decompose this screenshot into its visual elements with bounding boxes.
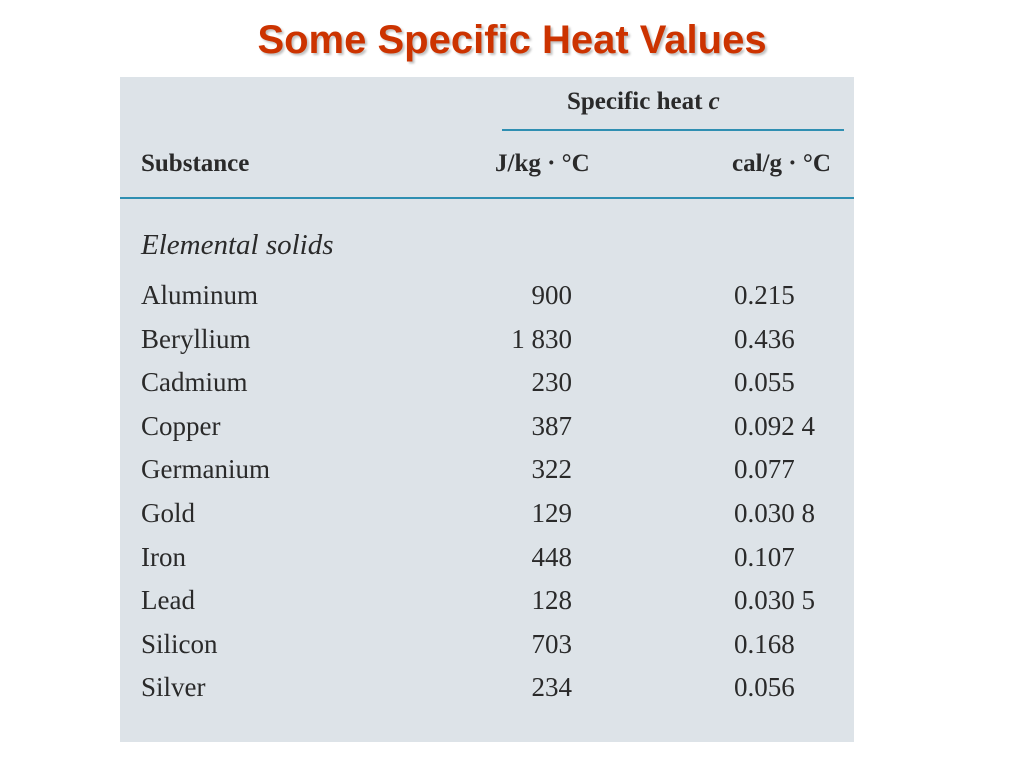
table-body: Aluminum 900 0.215 Beryllium 1 830 0.436… (120, 277, 854, 713)
group-header-label: Specific heat (567, 88, 709, 115)
substance-name: Germanium (141, 454, 270, 485)
substance-name: Silicon (141, 628, 218, 659)
specific-heat-j-per-kg: 322 (531, 454, 573, 485)
specific-heat-j-per-kg: 128 (531, 585, 573, 616)
specific-heat-j-per-kg: 448 (531, 541, 573, 572)
table-row: Beryllium 1 830 0.436 (120, 321, 854, 365)
table-row: Silicon 703 0.168 (120, 626, 854, 670)
table-row: Germanium 322 0.077 (120, 451, 854, 495)
specific-heat-cal-per-g: 0.168 (734, 628, 795, 659)
specific-heat-cal-per-g: 0.215 (734, 280, 795, 310)
substance-name: Beryllium (141, 323, 251, 354)
specific-heat-j-per-kg: 900 (531, 280, 573, 310)
substance-name: Silver (141, 672, 206, 703)
specific-heat-cal-per-g: 0.077 (734, 454, 795, 485)
substance-name: Gold (141, 497, 195, 528)
substance-name: Lead (141, 585, 195, 616)
section-label: Elemental solids (141, 229, 334, 261)
table-row: Copper 387 0.092 4 (120, 408, 854, 452)
table-row: Gold 129 0.030 8 (120, 495, 854, 539)
specific-heat-j-per-kg: 129 (531, 497, 573, 528)
specific-heat-j-per-kg: 234 (531, 672, 573, 703)
specific-heat-cal-per-g: 0.030 8 (734, 497, 815, 528)
specific-heat-cal-per-g: 0.056 (734, 672, 795, 703)
group-header-rule (502, 129, 844, 131)
specific-heat-group-header: Specific heat c (567, 87, 720, 117)
column-header-substance: Substance (141, 150, 250, 177)
table-row: Lead 128 0.030 5 (120, 582, 854, 626)
specific-heat-j-per-kg: 703 (531, 628, 573, 659)
specific-heat-cal-per-g: 0.030 5 (734, 585, 815, 616)
slide-title: Some Specific Heat Values (257, 18, 767, 62)
specific-heat-cal-per-g: 0.436 (734, 323, 795, 354)
specific-heat-j-per-kg: 387 (531, 410, 573, 441)
table-row: Silver 234 0.056 (120, 669, 854, 713)
substance-name: Cadmium (141, 367, 248, 398)
specific-heat-cal-per-g: 0.055 (734, 367, 795, 398)
specific-heat-cal-per-g: 0.092 4 (734, 410, 815, 441)
specific-heat-table: Specific heat c Substance J/kg · °C cal/… (120, 77, 854, 742)
table-row: Iron 448 0.107 (120, 539, 854, 583)
group-header-variable: c (708, 88, 720, 115)
specific-heat-j-per-kg: 230 (531, 367, 573, 398)
column-header-j-per-kg: J/kg · °C (495, 150, 590, 177)
specific-heat-j-per-kg: 1 830 (511, 323, 572, 354)
table-row: Aluminum 900 0.215 (120, 277, 854, 321)
column-header-cal-per-g: cal/g · °C (732, 150, 831, 177)
specific-heat-cal-per-g: 0.107 (734, 541, 795, 572)
substance-name: Aluminum (141, 280, 259, 310)
substance-name: Copper (141, 410, 221, 441)
header-rule (120, 197, 854, 199)
substance-name: Iron (141, 541, 186, 572)
table-row: Cadmium 230 0.055 (120, 364, 854, 408)
